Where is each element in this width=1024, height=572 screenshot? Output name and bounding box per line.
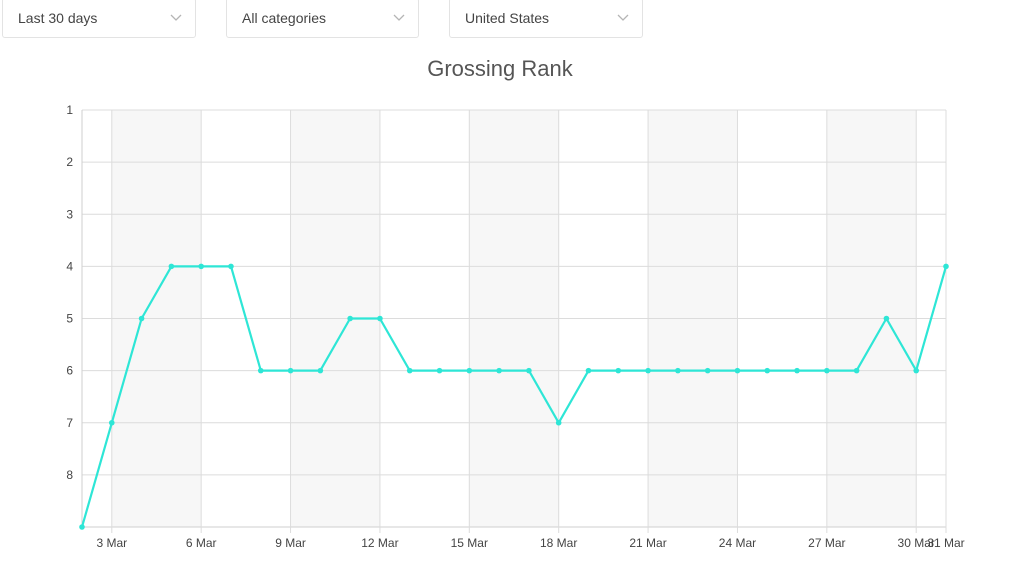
data-point: [764, 367, 771, 374]
data-point: [168, 263, 175, 270]
data-point: [347, 315, 353, 322]
data-point: [108, 419, 115, 426]
x-tick-label: 3 Mar: [96, 536, 127, 550]
data-point: [675, 367, 681, 374]
x-tick-label: 9 Mar: [275, 536, 306, 550]
data-point: [198, 263, 204, 270]
data-point: [555, 419, 562, 426]
data-point: [228, 263, 234, 270]
data-point: [526, 367, 532, 374]
data-point: [287, 367, 294, 374]
chart-title: Grossing Rank: [427, 56, 573, 81]
chevron-down-icon: [617, 14, 629, 21]
y-tick-label: 1: [66, 103, 73, 117]
y-tick-label: 7: [66, 416, 73, 430]
data-point: [377, 315, 383, 322]
series-line: [80, 265, 948, 528]
data-point: [704, 367, 711, 374]
data-point: [824, 367, 830, 374]
x-tick-label: 18 Mar: [540, 536, 577, 550]
x-tick-label: 15 Mar: [451, 536, 488, 550]
data-point: [79, 524, 85, 530]
data-point: [496, 367, 502, 374]
x-tick-label: 12 Mar: [361, 536, 398, 550]
data-point: [466, 367, 473, 374]
data-point: [436, 367, 443, 374]
data-point: [734, 367, 741, 374]
y-tick-label: 6: [66, 364, 73, 378]
data-point: [883, 315, 890, 322]
data-point: [317, 367, 324, 374]
y-tick-label: 2: [66, 155, 73, 169]
data-point: [645, 367, 651, 374]
data-point: [585, 367, 592, 374]
chevron-down-icon: [170, 14, 182, 21]
period-dropdown[interactable]: Last 30 days: [2, 0, 196, 38]
period-dropdown-label: Last 30 days: [18, 10, 98, 26]
x-tick-label: 30 Mar: [898, 536, 935, 550]
data-point: [615, 367, 622, 374]
country-dropdown[interactable]: United States: [449, 0, 643, 38]
chevron-down-icon: [393, 14, 405, 21]
data-point: [794, 367, 800, 374]
x-tick-label: 31 Mar: [927, 536, 964, 550]
x-tick-label: 27 Mar: [808, 536, 845, 550]
y-tick-label: 4: [66, 259, 73, 273]
y-tick-label: 8: [66, 468, 73, 482]
category-dropdown[interactable]: All categories: [226, 0, 419, 38]
data-point: [913, 367, 920, 374]
data-point: [943, 263, 949, 270]
data-point: [257, 367, 264, 374]
x-tick-label: 24 Mar: [719, 536, 756, 550]
category-dropdown-label: All categories: [242, 10, 327, 26]
country-dropdown-label: United States: [465, 10, 550, 26]
data-point: [853, 367, 860, 374]
data-point: [406, 367, 413, 374]
x-tick-label: 6 Mar: [186, 536, 217, 550]
filter-bar: Last 30 days All categories United State…: [0, 0, 1024, 40]
data-point: [138, 315, 145, 322]
y-tick-label: 5: [66, 312, 73, 326]
x-tick-label: 21 Mar: [629, 536, 666, 550]
y-tick-label: 3: [66, 207, 73, 221]
